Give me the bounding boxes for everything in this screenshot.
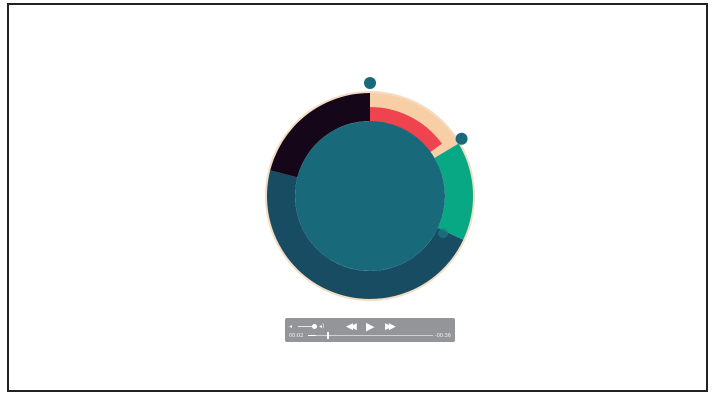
volume-slider[interactable] (298, 326, 314, 327)
faint-dot-marker (438, 228, 449, 239)
seek-thumb[interactable] (327, 332, 329, 339)
volume-slider-knob[interactable] (312, 324, 317, 329)
ring-outline (265, 91, 475, 301)
top-handle-marker[interactable] (364, 77, 376, 89)
speaker-low-icon[interactable]: ◂ (289, 323, 293, 330)
outer-segment-near-black (269, 92, 370, 178)
seek-bar[interactable] (308, 335, 433, 336)
current-time: 00:02 (289, 333, 304, 339)
seek-bar-fill (308, 335, 316, 336)
side-handle-marker[interactable] (455, 132, 468, 145)
media-player: ◂ ◂) ◀◀ ▶ ▶▶ 00:02 -00:36 (285, 318, 455, 342)
remaining-time: -00:36 (434, 333, 451, 339)
center-disc (295, 121, 445, 271)
speaker-high-icon[interactable]: ◂) (319, 323, 325, 330)
outer-segment-dark-teal (266, 170, 465, 301)
inner-segment-red (370, 107, 443, 153)
rewind-button[interactable]: ◀◀ (346, 322, 357, 332)
fast-forward-button[interactable]: ▶▶ (385, 322, 396, 332)
outer-segment-green (434, 143, 475, 241)
inner-ring (370, 107, 443, 153)
markers (364, 77, 468, 239)
play-button[interactable]: ▶ (366, 320, 375, 333)
